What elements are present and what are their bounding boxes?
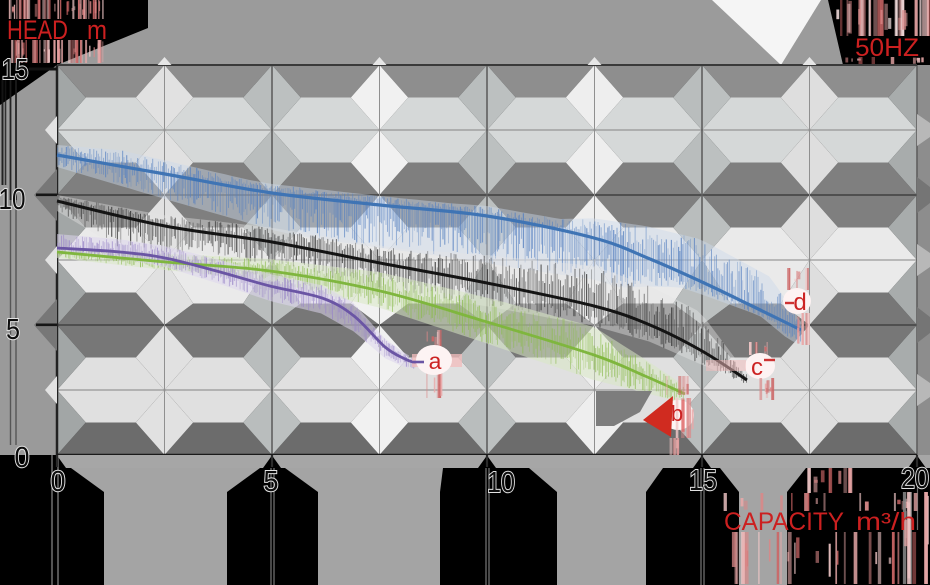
svg-text:CAPACITY: CAPACITY: [724, 508, 844, 536]
svg-text:c: c: [751, 354, 763, 381]
svg-text:10: 10: [0, 184, 26, 216]
svg-text:10: 10: [487, 467, 515, 499]
svg-text:m³/h: m³/h: [856, 508, 916, 536]
svg-text:5: 5: [264, 466, 279, 498]
svg-text:HEAD: HEAD: [7, 15, 68, 45]
svg-text:50HZ: 50HZ: [855, 34, 919, 62]
svg-text:15: 15: [689, 465, 717, 497]
svg-text:5: 5: [6, 314, 20, 346]
svg-text:20: 20: [901, 463, 929, 495]
svg-text:0: 0: [51, 466, 66, 498]
svg-text:a: a: [429, 348, 442, 374]
svg-text:b: b: [671, 401, 683, 426]
svg-text:d: d: [793, 289, 806, 316]
svg-text:m: m: [87, 15, 107, 45]
svg-text:0: 0: [15, 442, 30, 474]
svg-text:15: 15: [2, 54, 29, 86]
